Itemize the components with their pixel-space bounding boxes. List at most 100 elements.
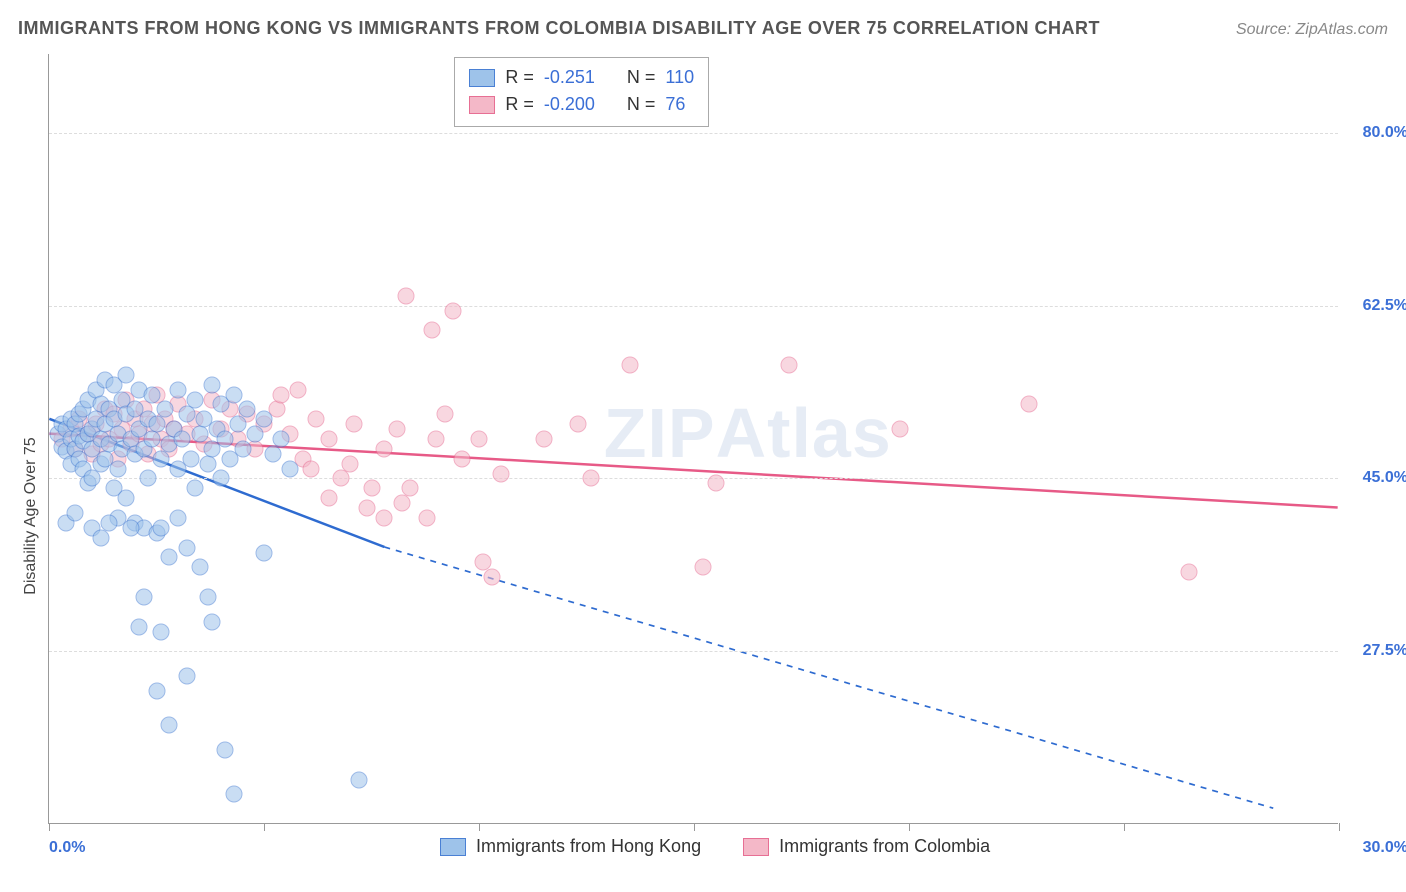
stats-legend: R = -0.251 N = 110R = -0.200N = 76	[454, 57, 709, 127]
scatter-point	[157, 401, 174, 418]
stat-n-value: 110	[665, 64, 694, 91]
chart-title: IMMIGRANTS FROM HONG KONG VS IMMIGRANTS …	[18, 18, 1100, 39]
scatter-point	[483, 569, 500, 586]
legend-item: Immigrants from Colombia	[743, 836, 990, 857]
y-axis-label: Disability Age Over 75	[22, 437, 40, 594]
scatter-point	[393, 495, 410, 512]
scatter-point	[333, 470, 350, 487]
scatter-point	[535, 431, 552, 448]
scatter-point	[204, 376, 221, 393]
source-label: Source: ZipAtlas.com	[1236, 21, 1388, 39]
legend-swatch	[469, 69, 495, 87]
scatter-point	[131, 618, 148, 635]
scatter-point	[238, 401, 255, 418]
x-tick-mark	[909, 823, 910, 831]
scatter-point	[217, 741, 234, 758]
x-tick-mark	[694, 823, 695, 831]
y-tick-label: 80.0%	[1363, 124, 1406, 142]
scatter-point	[174, 431, 191, 448]
scatter-point	[320, 490, 337, 507]
legend-swatch	[469, 96, 495, 114]
scatter-point	[109, 460, 126, 477]
x-tick-mark	[49, 823, 50, 831]
stats-legend-row: R = -0.200N = 76	[469, 91, 694, 118]
scatter-point	[234, 440, 251, 457]
scatter-point	[182, 450, 199, 467]
scatter-point	[256, 544, 273, 561]
scatter-point	[346, 416, 363, 433]
scatter-point	[290, 381, 307, 398]
scatter-point	[161, 717, 178, 734]
stat-r-label: R =	[505, 64, 534, 91]
scatter-point	[780, 356, 797, 373]
scatter-point	[273, 386, 290, 403]
scatter-point	[170, 381, 187, 398]
stat-r-value: -0.200	[544, 91, 595, 118]
scatter-point	[359, 500, 376, 517]
scatter-point	[213, 470, 230, 487]
scatter-point	[363, 480, 380, 497]
scatter-point	[144, 386, 161, 403]
legend-label: Immigrants from Hong Kong	[476, 836, 701, 857]
scatter-point	[92, 529, 109, 546]
gridline	[49, 651, 1338, 652]
gridline	[49, 133, 1338, 134]
scatter-point	[187, 480, 204, 497]
scatter-point	[1021, 396, 1038, 413]
legend-swatch	[440, 838, 466, 856]
scatter-point	[148, 682, 165, 699]
x-axis-start-label: 0.0%	[49, 839, 85, 857]
stat-n-label: N =	[627, 64, 656, 91]
series-legend: Immigrants from Hong Kong Immigrants from…	[440, 836, 990, 857]
stat-n-value: 76	[665, 91, 685, 118]
scatter-point	[225, 386, 242, 403]
scatter-point	[256, 411, 273, 428]
scatter-point	[281, 460, 298, 477]
scatter-point	[376, 440, 393, 457]
legend-label: Immigrants from Colombia	[779, 836, 990, 857]
y-tick-label: 27.5%	[1363, 642, 1406, 660]
scatter-point	[152, 623, 169, 640]
scatter-point	[191, 559, 208, 576]
scatter-point	[247, 426, 264, 443]
scatter-point	[389, 421, 406, 438]
scatter-point	[66, 505, 83, 522]
scatter-point	[423, 322, 440, 339]
scatter-point	[225, 786, 242, 803]
scatter-point	[569, 416, 586, 433]
stats-legend-row: R = -0.251 N = 110	[469, 64, 694, 91]
plot-area: ZIPAtlas 27.5%45.0%62.5%80.0%0.0%30.0%	[48, 54, 1338, 824]
stat-r-value: -0.251	[544, 64, 595, 91]
scatter-point	[217, 431, 234, 448]
scatter-point	[342, 455, 359, 472]
scatter-point	[397, 287, 414, 304]
x-tick-mark	[264, 823, 265, 831]
x-tick-mark	[1339, 823, 1340, 831]
scatter-point	[892, 421, 909, 438]
scatter-point	[453, 450, 470, 467]
legend-swatch	[743, 838, 769, 856]
x-tick-mark	[479, 823, 480, 831]
scatter-point	[303, 460, 320, 477]
scatter-point	[320, 431, 337, 448]
scatter-point	[376, 509, 393, 526]
scatter-point	[191, 426, 208, 443]
scatter-point	[419, 509, 436, 526]
scatter-point	[445, 302, 462, 319]
scatter-point	[230, 416, 247, 433]
y-tick-label: 45.0%	[1363, 469, 1406, 487]
gridline	[49, 478, 1338, 479]
scatter-point	[582, 470, 599, 487]
scatter-point	[428, 431, 445, 448]
legend-item: Immigrants from Hong Kong	[440, 836, 701, 857]
scatter-point	[118, 366, 135, 383]
scatter-point	[264, 445, 281, 462]
scatter-point	[1180, 564, 1197, 581]
scatter-point	[204, 613, 221, 630]
x-axis-end-label: 30.0%	[1363, 839, 1406, 857]
scatter-point	[707, 475, 724, 492]
scatter-point	[273, 431, 290, 448]
scatter-point	[492, 465, 509, 482]
stat-r-label: R =	[505, 91, 534, 118]
scatter-point	[187, 391, 204, 408]
